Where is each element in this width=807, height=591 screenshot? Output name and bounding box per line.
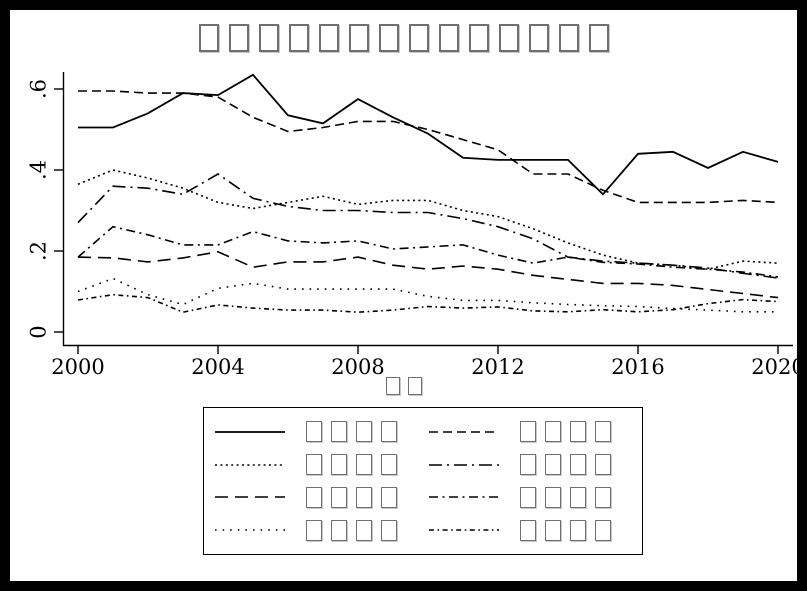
legend-entry-5 [214, 482, 428, 512]
title-missing-glyph [588, 24, 609, 52]
legend-box [203, 407, 643, 555]
legend-missing-glyph [355, 486, 372, 508]
title-missing-glyph [378, 24, 399, 52]
title-missing-glyph [438, 24, 459, 52]
title-missing-glyph [528, 24, 549, 52]
y-tick-label: 0 [27, 325, 51, 338]
legend-entry-8 [428, 515, 642, 545]
legend-sample-longdash [215, 496, 285, 499]
legend-missing-glyph [305, 454, 322, 476]
legend-label [301, 454, 401, 476]
x-tick-label: 2016 [611, 355, 664, 379]
legend-sample-dot [215, 463, 285, 466]
x-tick-label: 2020 [751, 355, 804, 379]
series-line-6-dash-dot [77, 225, 779, 278]
legend-sample-dash-dot [429, 496, 499, 499]
legend-missing-glyph [330, 454, 347, 476]
legend-missing-glyph [380, 454, 397, 476]
title-missing-glyph [258, 24, 279, 52]
title-missing-glyph [288, 24, 309, 52]
y-tick-label: .4 [27, 160, 51, 180]
legend-missing-glyph [355, 421, 372, 443]
title-missing-glyph [468, 24, 489, 52]
legend-missing-glyph [519, 519, 536, 541]
legend-missing-glyph [569, 519, 586, 541]
x-tick-label: 2000 [51, 355, 104, 379]
y-tick-label: .2 [27, 241, 51, 261]
legend-missing-glyph [380, 486, 397, 508]
x-axis-label [0, 377, 807, 395]
legend-entry-1 [214, 417, 428, 447]
legend-missing-glyph [305, 486, 322, 508]
xlabel-missing-glyph [385, 377, 400, 395]
legend-entry-3 [214, 450, 428, 480]
series-line-8-shortdash-dot [77, 293, 779, 314]
legend-missing-glyph [330, 421, 347, 443]
legend-missing-glyph [544, 454, 561, 476]
legend-missing-glyph [355, 454, 372, 476]
legend-sample-shortdash-dot [429, 529, 499, 531]
series-line-2-dash [78, 90, 779, 204]
title-missing-glyph [408, 24, 429, 52]
legend-label [515, 421, 615, 443]
legend-missing-glyph [330, 486, 347, 508]
legend-sample-solid [215, 430, 285, 433]
legend-missing-glyph [594, 454, 611, 476]
legend-entry-4 [428, 450, 642, 480]
series-line-4-longdash-dot [77, 173, 779, 279]
legend-missing-glyph [380, 421, 397, 443]
title-missing-glyph [558, 24, 579, 52]
legend-sample-sparse-dot [215, 529, 285, 531]
legend-missing-glyph [519, 454, 536, 476]
legend-missing-glyph [305, 519, 322, 541]
xlabel-missing-glyph [407, 377, 422, 395]
legend-entry-6 [428, 482, 642, 512]
plot-area: 0 .2 .4 .6 2000 2004 2008 2012 2016 2020 [26, 72, 804, 379]
series-line-3-dot [77, 169, 779, 271]
legend-label [301, 486, 401, 508]
legend-entry-7 [214, 515, 428, 545]
x-tick-label: 2008 [331, 355, 384, 379]
legend-missing-glyph [594, 519, 611, 541]
legend-missing-glyph [544, 421, 561, 443]
legend-missing-glyph [594, 421, 611, 443]
legend-missing-glyph [355, 519, 372, 541]
legend-missing-glyph [380, 519, 397, 541]
y-tick-label: .6 [27, 79, 51, 99]
legend-label [515, 486, 615, 508]
legend-label [515, 519, 615, 541]
title-missing-glyph [198, 24, 219, 52]
chart-title [0, 24, 807, 52]
title-missing-glyph [348, 24, 369, 52]
legend-missing-glyph [594, 486, 611, 508]
x-tick-label: 2012 [471, 355, 524, 379]
title-missing-glyph [228, 24, 249, 52]
x-tick-label: 2004 [191, 355, 244, 379]
legend-missing-glyph [569, 454, 586, 476]
legend-label [515, 454, 615, 476]
legend-missing-glyph [569, 421, 586, 443]
legend-missing-glyph [544, 486, 561, 508]
legend-sample-dash [429, 430, 499, 433]
legend-missing-glyph [519, 486, 536, 508]
axes [62, 72, 793, 347]
legend-missing-glyph [519, 421, 536, 443]
title-missing-glyph [498, 24, 519, 52]
legend-label [301, 421, 401, 443]
legend-missing-glyph [569, 486, 586, 508]
series-line-5-longdash [77, 250, 779, 299]
legend-missing-glyph [544, 519, 561, 541]
legend-entry-2 [428, 417, 642, 447]
legend-missing-glyph [330, 519, 347, 541]
legend-label [301, 519, 401, 541]
legend-sample-longdash-dot [429, 463, 499, 466]
title-missing-glyph [318, 24, 339, 52]
legend-missing-glyph [305, 421, 322, 443]
